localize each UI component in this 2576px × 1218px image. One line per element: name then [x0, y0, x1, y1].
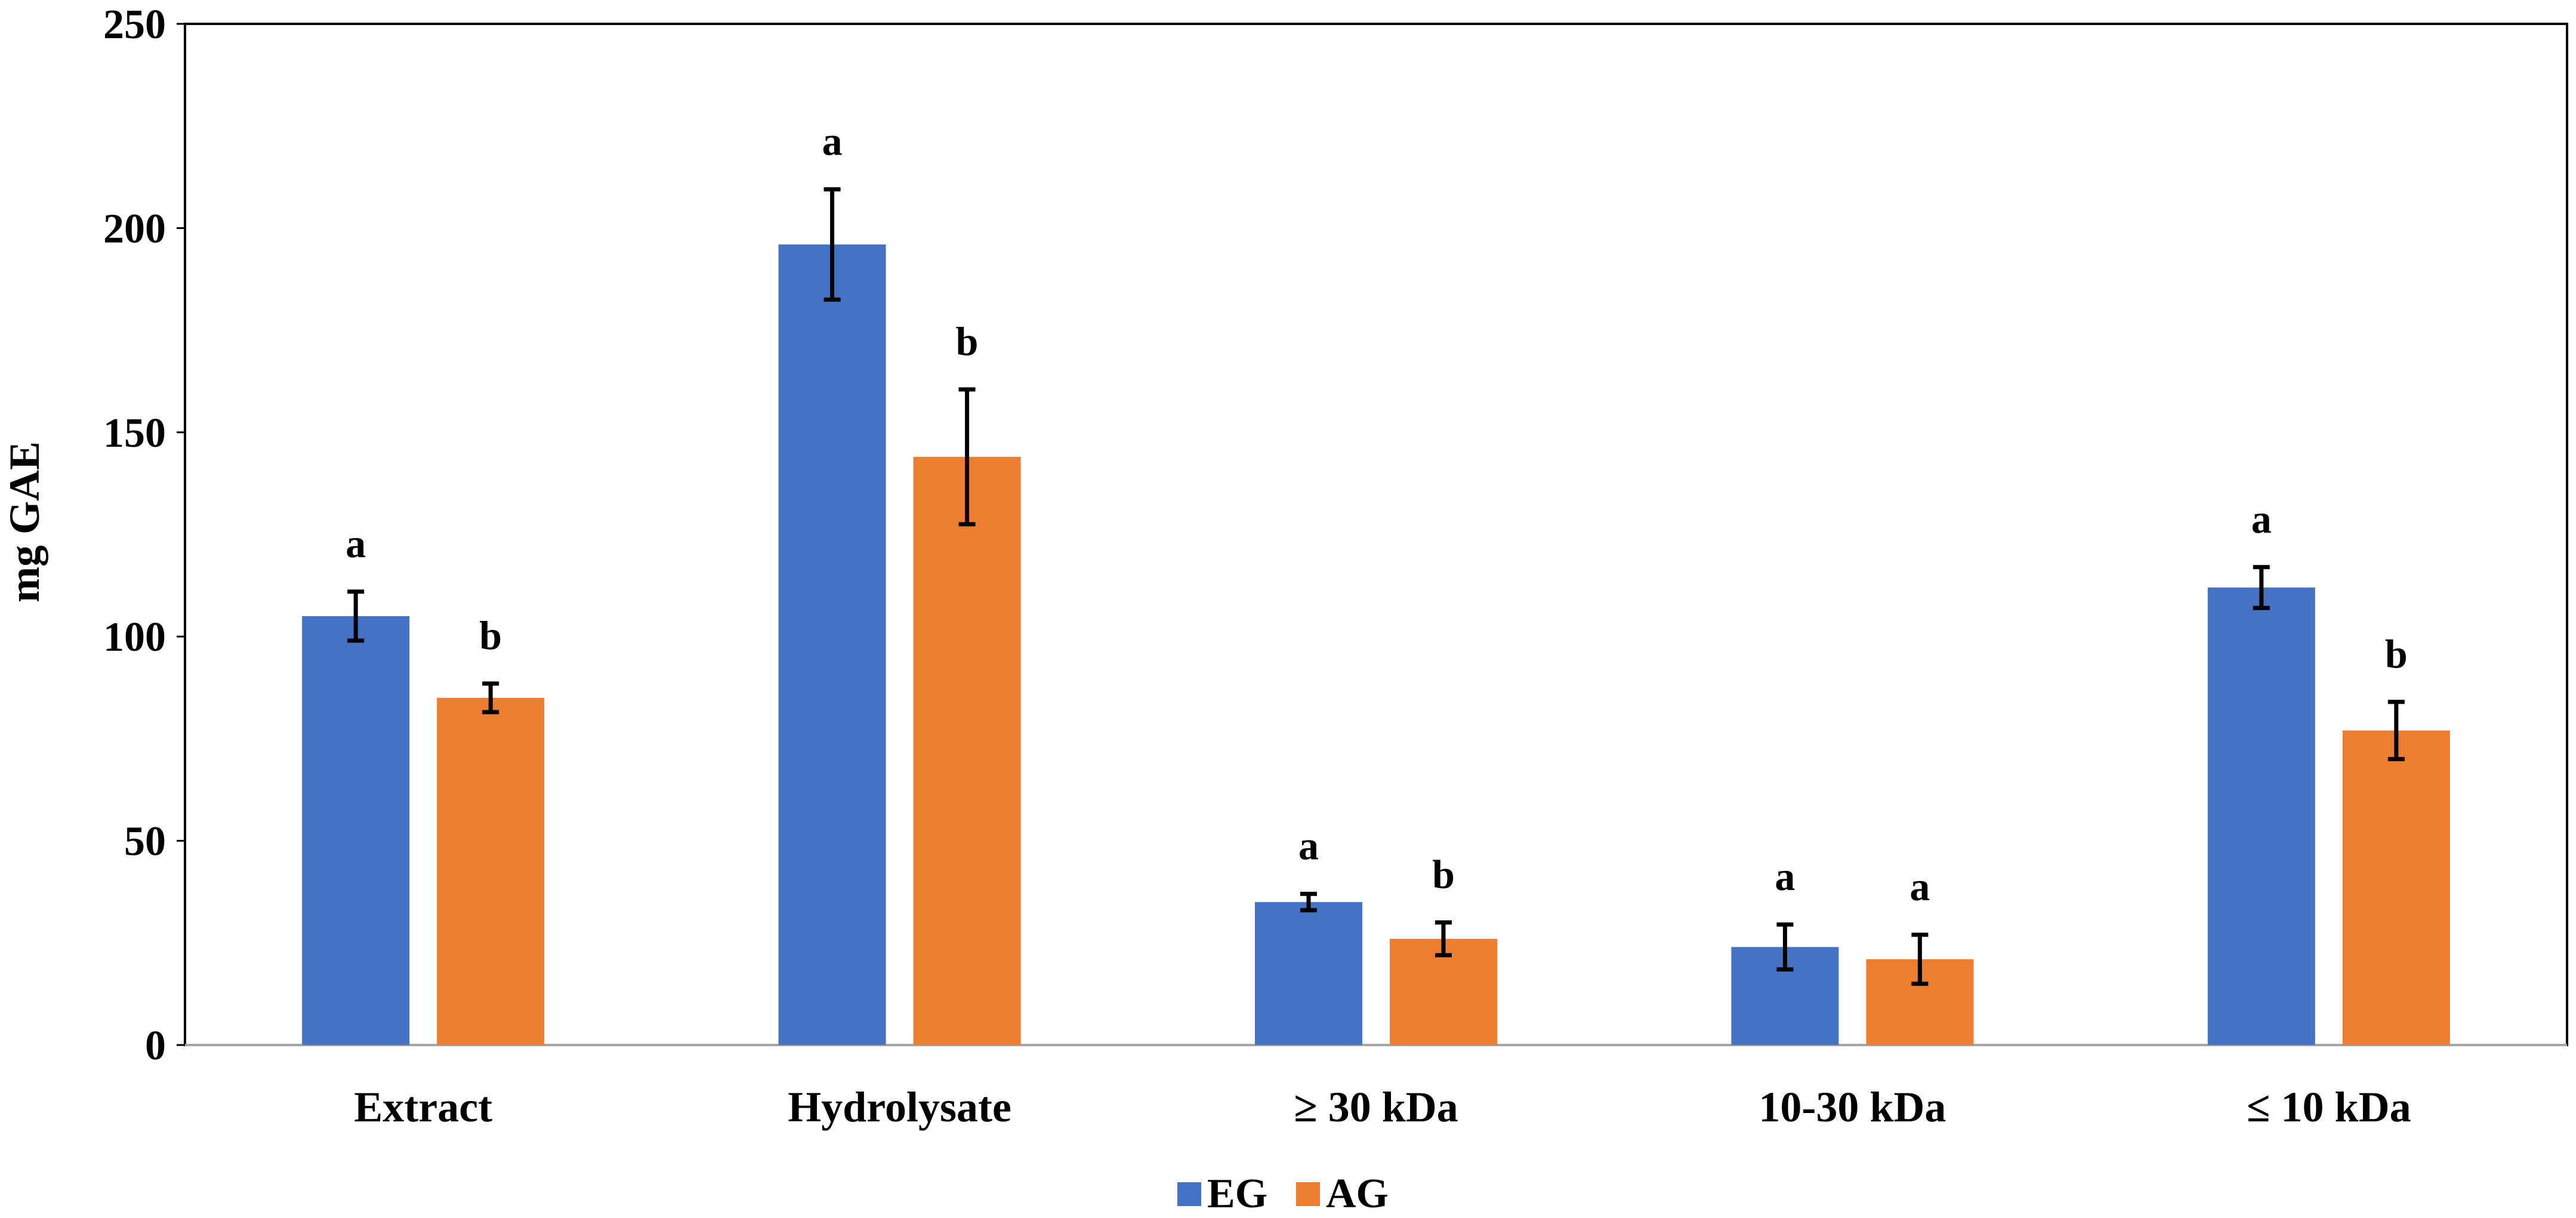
bar-ag	[437, 697, 545, 1045]
y-axis-label: mg GAE	[1, 441, 48, 602]
significance-letter: a	[2251, 496, 2272, 542]
significance-letter: a	[1909, 864, 1930, 909]
significance-letter: a	[1298, 823, 1319, 868]
significance-letter: a	[1775, 854, 1795, 899]
x-tick-label: ≤ 10 kDa	[2247, 1083, 2411, 1131]
significance-letter: b	[479, 613, 502, 658]
significance-letter: a	[345, 521, 366, 566]
bar-eg	[778, 244, 886, 1045]
significance-letter: b	[1432, 852, 1455, 897]
legend-label-eg: EG	[1207, 1171, 1267, 1215]
bar-eg	[1255, 902, 1362, 1045]
x-tick-label: 10-30 kDa	[1759, 1083, 1946, 1131]
bar-eg	[302, 616, 410, 1045]
significance-letter: b	[2385, 631, 2408, 676]
bar-eg	[2207, 588, 2315, 1045]
y-tick-label: 0	[145, 1023, 166, 1069]
y-tick-label: 100	[103, 614, 166, 660]
y-tick-label: 250	[103, 2, 166, 48]
y-tick-label: 50	[124, 819, 166, 865]
legend-label-ag: AG	[1326, 1171, 1389, 1215]
significance-letter: a	[822, 118, 843, 163]
bar-ag	[2342, 730, 2450, 1045]
y-tick-label: 200	[103, 206, 166, 252]
legend-swatch-ag	[1296, 1182, 1320, 1206]
x-tick-label: ≥ 30 kDa	[1294, 1083, 1458, 1131]
bar-ag	[913, 456, 1021, 1045]
legend-swatch-eg	[1177, 1182, 1201, 1206]
x-tick-label: Hydrolysate	[788, 1083, 1011, 1131]
y-tick-label: 150	[103, 410, 166, 456]
x-tick-label: Extract	[354, 1083, 492, 1131]
legend: EG AG	[1177, 1171, 1389, 1217]
significance-letter: b	[956, 319, 979, 364]
